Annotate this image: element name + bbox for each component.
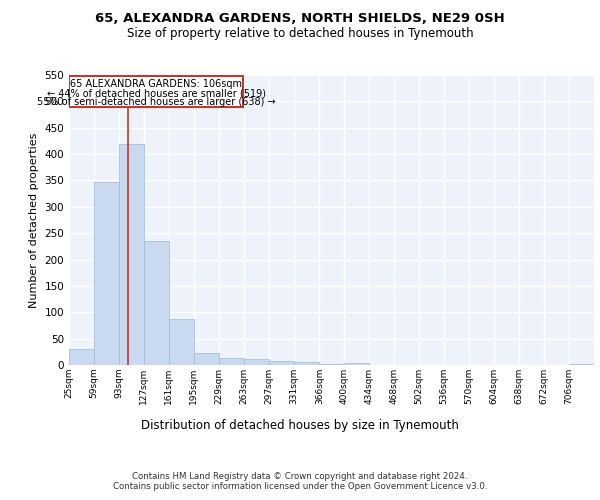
Bar	[344, 364, 370, 365]
Bar	[569, 364, 594, 365]
Text: Distribution of detached houses by size in Tynemouth: Distribution of detached houses by size …	[141, 420, 459, 432]
Text: ← 44% of detached houses are smaller (519): ← 44% of detached houses are smaller (51…	[47, 88, 266, 98]
Text: Contains HM Land Registry data © Crown copyright and database right 2024.: Contains HM Land Registry data © Crown c…	[132, 472, 468, 481]
Text: 65, ALEXANDRA GARDENS, NORTH SHIELDS, NE29 0SH: 65, ALEXANDRA GARDENS, NORTH SHIELDS, NE…	[95, 12, 505, 26]
Bar	[219, 358, 244, 365]
Text: 65 ALEXANDRA GARDENS: 106sqm: 65 ALEXANDRA GARDENS: 106sqm	[70, 79, 242, 89]
Text: Contains public sector information licensed under the Open Government Licence v3: Contains public sector information licen…	[113, 482, 487, 491]
Bar	[269, 361, 293, 365]
Bar	[69, 349, 94, 365]
Bar	[169, 318, 194, 365]
Bar	[119, 144, 144, 365]
Bar	[319, 364, 344, 365]
Bar	[94, 182, 119, 365]
FancyBboxPatch shape	[69, 76, 243, 106]
Bar	[293, 362, 319, 365]
Bar	[194, 354, 219, 365]
Text: 55% of semi-detached houses are larger (638) →: 55% of semi-detached houses are larger (…	[37, 97, 275, 107]
Text: Size of property relative to detached houses in Tynemouth: Size of property relative to detached ho…	[127, 28, 473, 40]
Bar	[244, 358, 269, 365]
Bar	[144, 241, 169, 365]
Y-axis label: Number of detached properties: Number of detached properties	[29, 132, 39, 308]
